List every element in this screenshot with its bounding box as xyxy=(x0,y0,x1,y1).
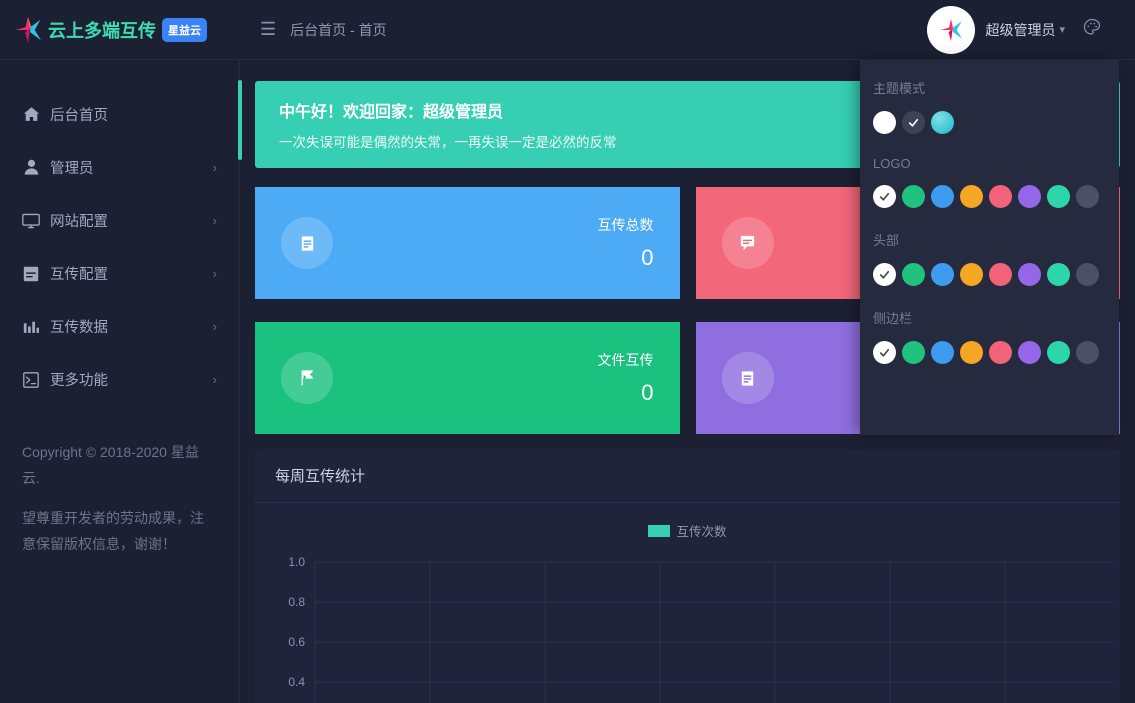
svg-text:0.8: 0.8 xyxy=(288,595,305,609)
svg-text:0.6: 0.6 xyxy=(288,635,305,649)
svg-text:1.0: 1.0 xyxy=(288,555,305,569)
svg-text:0.4: 0.4 xyxy=(288,675,305,689)
